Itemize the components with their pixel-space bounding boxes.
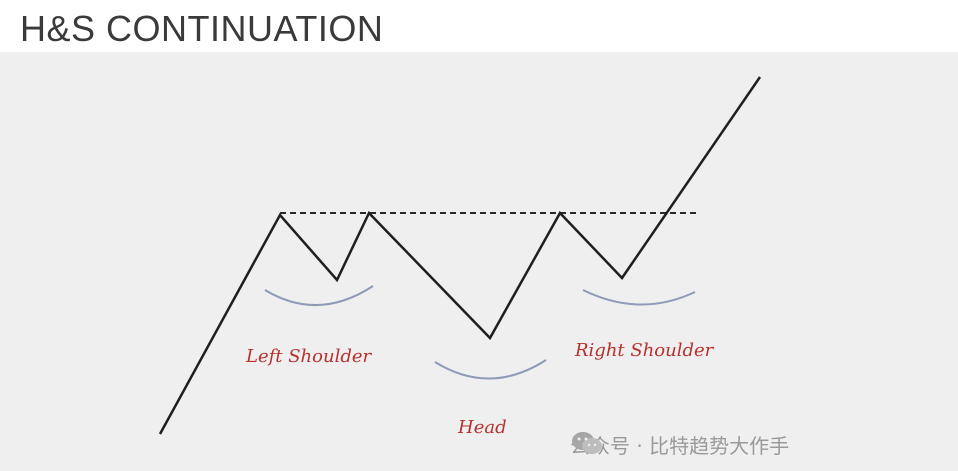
right-shoulder-arc xyxy=(582,289,696,306)
price-path xyxy=(158,76,762,435)
left-shoulder-label: Left Shoulder xyxy=(245,346,373,367)
left-shoulder-arc xyxy=(264,285,374,306)
diagram-title: H&S CONTINUATION xyxy=(20,8,384,49)
watermark: 公众号 · 比特趋势大作手 xyxy=(570,430,789,459)
wechat-icon xyxy=(572,432,602,454)
head-label: Head xyxy=(457,417,507,438)
watermark-text: 公众号 · 比特趋势大作手 xyxy=(570,434,790,458)
head-arc xyxy=(434,359,547,380)
diagram-panel xyxy=(0,52,958,471)
right-shoulder-label: Right Shoulder xyxy=(574,340,715,361)
